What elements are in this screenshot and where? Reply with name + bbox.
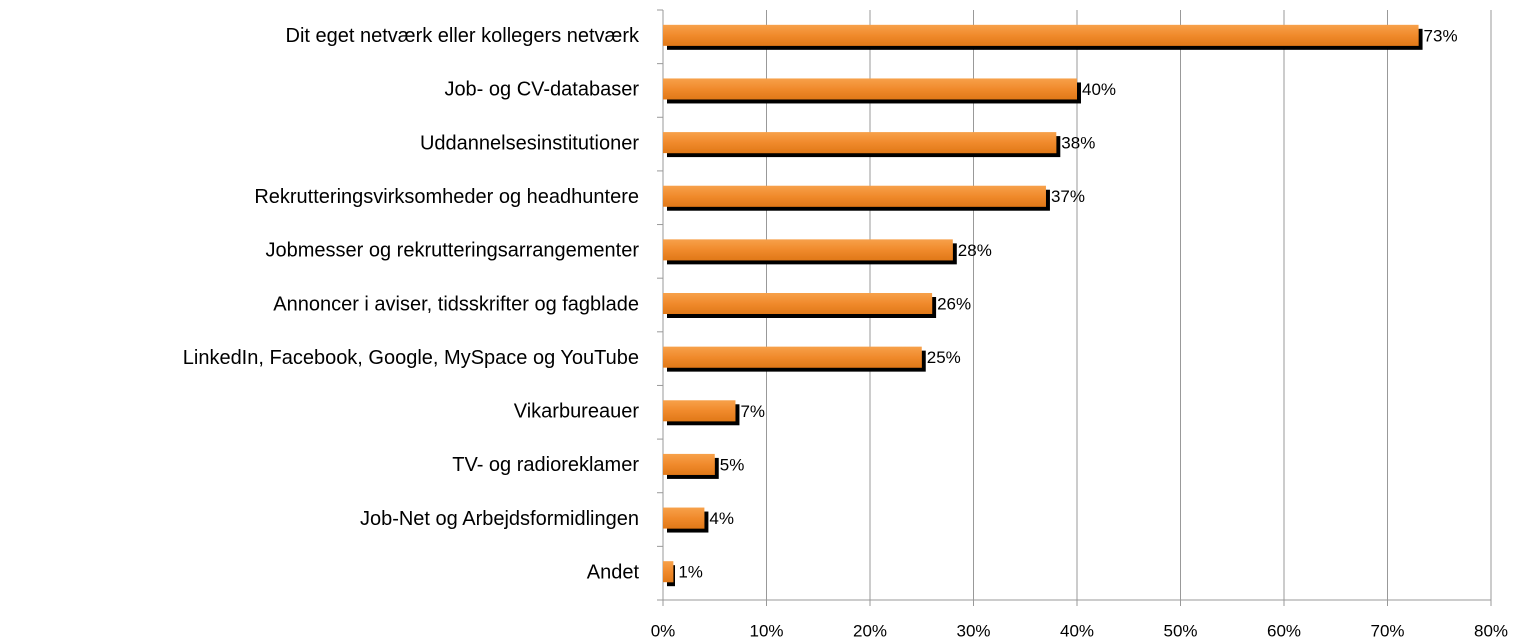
value-label: 25% <box>927 348 961 367</box>
bar <box>663 24 1419 46</box>
x-tick-label: 10% <box>749 621 783 640</box>
x-tick-label: 70% <box>1370 621 1404 640</box>
bar <box>663 561 674 583</box>
value-label: 4% <box>709 509 734 528</box>
y-tick-label: LinkedIn, Facebook, Google, MySpace og Y… <box>183 347 639 369</box>
y-tick-label: Dit eget netværk eller kollegers netværk <box>286 25 640 47</box>
y-tick-label: Job-Net og Arbejdsformidlingen <box>360 508 639 530</box>
value-label: 1% <box>678 563 703 582</box>
value-label: 37% <box>1051 187 1085 206</box>
x-tick-label: 40% <box>1060 621 1094 640</box>
bar <box>663 293 933 314</box>
x-tick-label: 60% <box>1267 621 1301 640</box>
x-tick-label: 50% <box>1163 621 1197 640</box>
value-label: 38% <box>1061 134 1095 153</box>
y-tick-label: Job- og CV-databaser <box>444 79 639 101</box>
value-label: 28% <box>958 241 992 260</box>
bar <box>663 507 705 529</box>
x-tick-label: 20% <box>853 621 887 640</box>
bar <box>663 185 1046 207</box>
y-tick-label: TV- og radioreklamer <box>452 454 639 476</box>
value-label: 40% <box>1082 80 1116 99</box>
y-tick-label: Uddannelsesinstitutioner <box>420 132 639 154</box>
bar <box>663 132 1057 154</box>
x-tick-label: 0% <box>651 621 676 640</box>
bar <box>663 239 953 261</box>
x-tick-label: 80% <box>1474 621 1508 640</box>
x-tick-label: 30% <box>956 621 990 640</box>
value-label: 7% <box>740 402 765 421</box>
y-tick-label: Andet <box>587 561 640 583</box>
bar <box>663 346 922 368</box>
y-tick-label: Vikarbureauer <box>514 401 640 423</box>
y-tick-label: Jobmesser og rekrutteringsarrangementer <box>265 240 639 262</box>
bar <box>663 400 736 422</box>
value-label: 5% <box>720 455 745 474</box>
y-tick-label: Annoncer i aviser, tidsskrifter og fagbl… <box>273 293 639 315</box>
bar <box>663 78 1077 100</box>
value-label: 73% <box>1424 26 1458 45</box>
value-label: 26% <box>937 294 971 313</box>
y-tick-label: Rekrutteringsvirksomheder og headhuntere <box>254 186 639 208</box>
bar <box>663 453 715 475</box>
